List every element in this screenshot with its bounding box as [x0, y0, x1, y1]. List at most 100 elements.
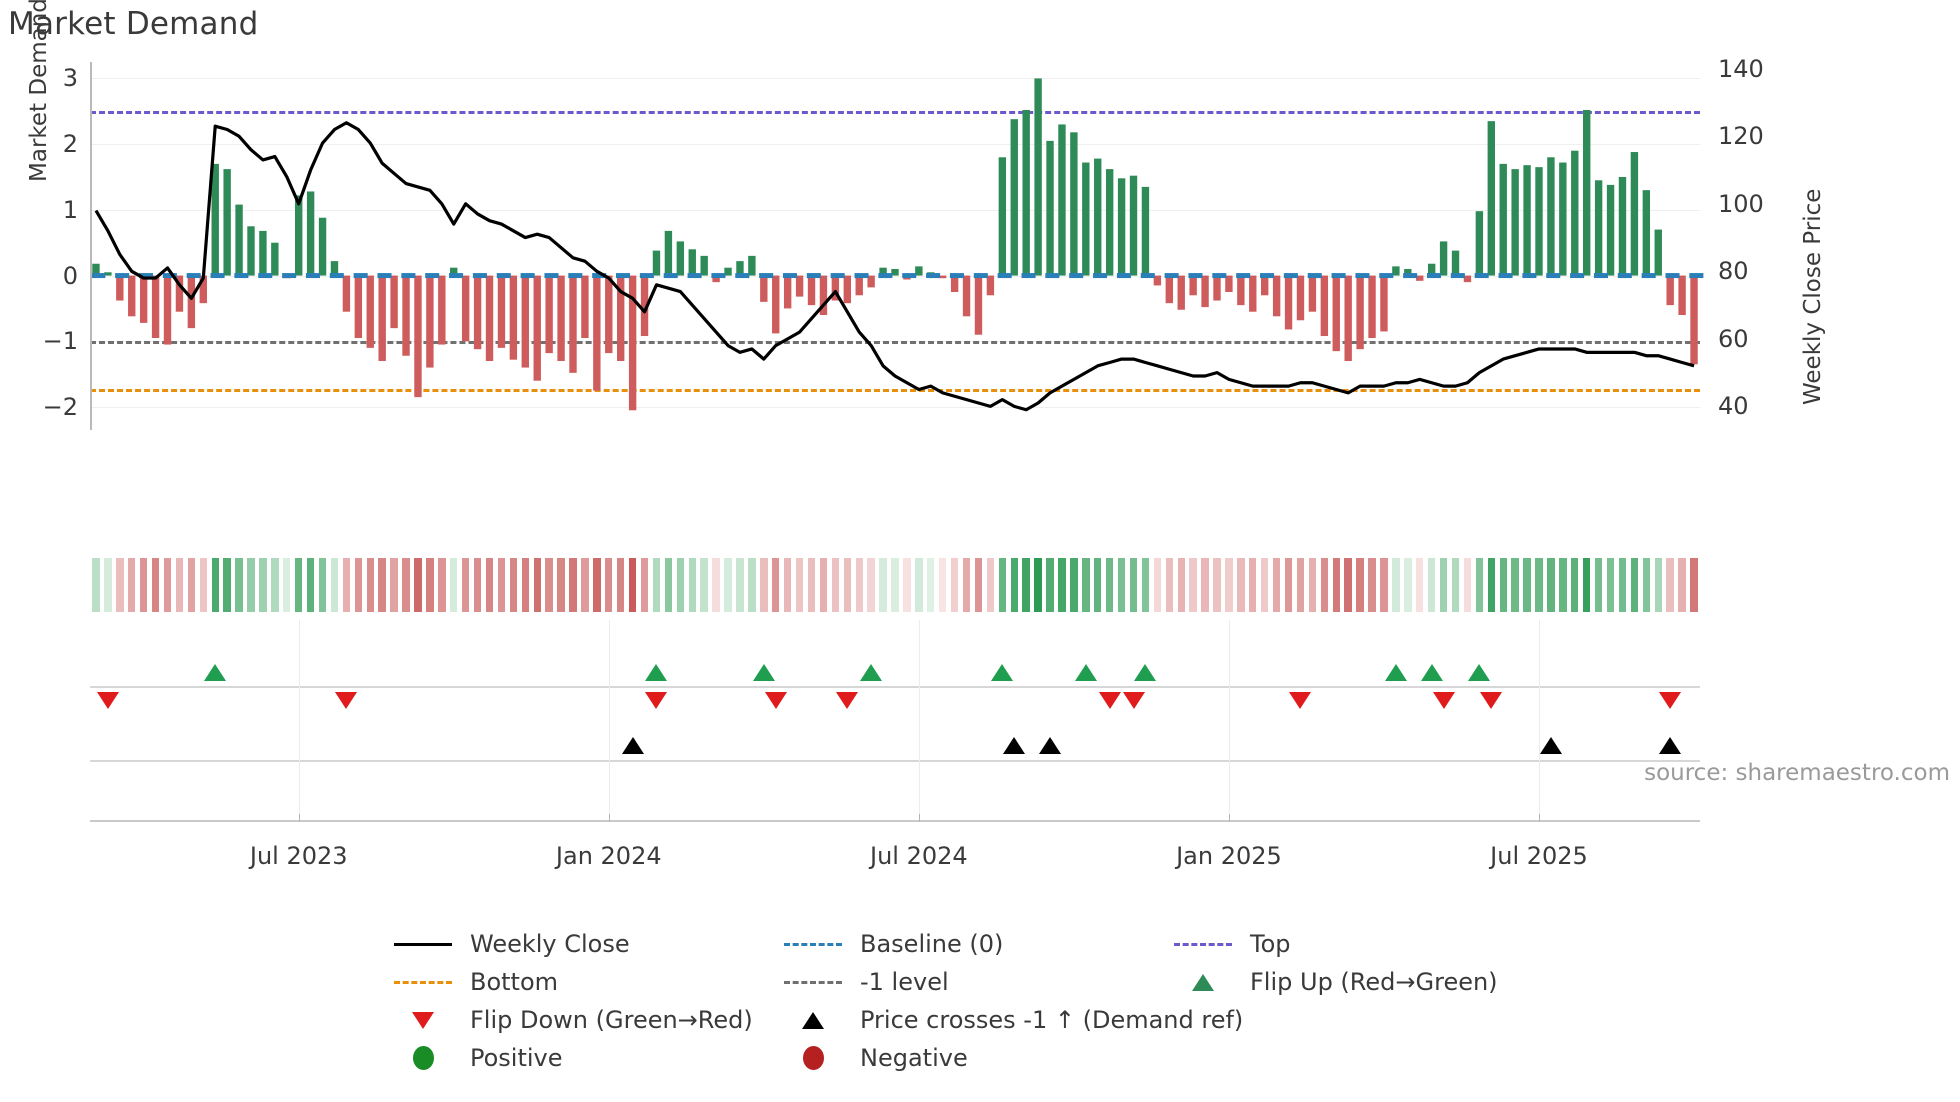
flip-down-marker[interactable]: [836, 692, 859, 709]
flip-up-marker[interactable]: [1074, 664, 1097, 681]
demand-bar: [1070, 132, 1078, 276]
demand-bar: [92, 263, 100, 276]
heatstrip-cell: [1499, 558, 1507, 612]
flip-up-marker[interactable]: [752, 664, 775, 681]
legend-item[interactable]: Flip Up (Red→Green): [1170, 963, 1600, 1001]
legend-label: Weekly Close: [470, 930, 630, 958]
price-cross-marker[interactable]: [621, 737, 644, 754]
heatstrip-cell: [139, 558, 148, 612]
x-axis-tick-label: Jul 2023: [249, 842, 348, 870]
price-cross-marker[interactable]: [1039, 737, 1062, 754]
baseline-zero-segment: [1069, 273, 1084, 279]
demand-bar: [461, 275, 470, 342]
baseline-zero-segment: [1164, 273, 1179, 279]
heatstrip-cell: [283, 558, 291, 612]
legend-item[interactable]: Bottom: [390, 963, 780, 1001]
heatstrip-cell: [1392, 558, 1400, 612]
price-cross-marker[interactable]: [1539, 737, 1562, 754]
flip-down-marker[interactable]: [1432, 692, 1455, 709]
x-axis-tick-label: Jan 2024: [555, 842, 662, 870]
flip-down-marker[interactable]: [1098, 692, 1121, 709]
flip-down-marker[interactable]: [1289, 692, 1312, 709]
heatstrip-cell: [1225, 558, 1233, 612]
demand-bar: [569, 275, 577, 373]
flip-down-marker[interactable]: [1480, 692, 1503, 709]
heatstrip-cell: [1427, 558, 1436, 612]
heatstrip-cell: [199, 558, 207, 612]
source-note: source: sharemaestro.com: [1644, 760, 1950, 786]
heatstrip-cell: [187, 558, 196, 612]
heatstrip-cell: [736, 558, 744, 612]
y-axis-right-tick: 80: [1718, 257, 1749, 286]
baseline-zero-segment: [234, 273, 249, 279]
demand-bar: [1046, 140, 1054, 276]
flip-down-marker[interactable]: [1122, 692, 1145, 709]
price-cross-marker[interactable]: [1659, 737, 1682, 754]
heatstrip-cell: [533, 558, 541, 612]
legend-item[interactable]: Price crosses -1 ↑ (Demand ref): [780, 1001, 1243, 1039]
baseline-zero-segment: [210, 273, 225, 279]
heatstrip-cell: [1105, 558, 1114, 612]
chart-legend: Weekly Close Baseline (0) Top Bottom -1 leve…: [390, 925, 1690, 1077]
legend-item[interactable]: Positive: [390, 1039, 780, 1077]
flip-up-marker[interactable]: [645, 664, 668, 681]
heatstrip-cell: [1583, 558, 1591, 612]
flip-up-marker[interactable]: [1384, 664, 1407, 681]
legend-item[interactable]: Baseline (0): [780, 925, 1170, 963]
demand-bars: [91, 78, 1704, 411]
dashed-line-icon: [780, 942, 846, 946]
heatstrip-cell: [962, 558, 971, 612]
demand-bar: [772, 275, 780, 334]
demand-bar: [295, 195, 303, 276]
demand-bar: [855, 275, 863, 296]
y-axis-left-tick: 0: [62, 261, 78, 290]
gridline: [90, 144, 1700, 146]
demand-bar: [1344, 275, 1352, 361]
baseline-zero-segment: [806, 273, 821, 279]
legend-item[interactable]: Weekly Close: [390, 925, 780, 963]
heatstrip-cell: [1189, 558, 1197, 612]
demand-bar: [1189, 275, 1197, 296]
heatstrip-cell: [927, 558, 935, 612]
heatstrip-cell: [843, 558, 851, 612]
flip-up-marker[interactable]: [1420, 664, 1443, 681]
legend-item[interactable]: Flip Down (Green→Red): [390, 1001, 780, 1039]
legend-row: Flip Down (Green→Red) Price crosses -1 ↑ …: [390, 1001, 1690, 1039]
baseline-zero-segment: [1641, 273, 1656, 279]
y-axis-left-tick: −1: [42, 327, 78, 356]
flip-up-marker[interactable]: [991, 664, 1014, 681]
legend-item[interactable]: Negative: [780, 1039, 1170, 1077]
flip-down-marker[interactable]: [96, 692, 119, 709]
heatstrip-cell: [128, 558, 136, 612]
legend-item[interactable]: Top: [1170, 925, 1600, 963]
heatstrip-cell: [998, 558, 1007, 612]
flip-up-marker[interactable]: [204, 664, 227, 681]
flip-up-marker[interactable]: [860, 664, 883, 681]
price-cross-marker[interactable]: [1003, 737, 1026, 754]
weekly-close-polyline: [94, 121, 1695, 412]
legend-label: Top: [1250, 930, 1291, 958]
demand-bar: [473, 275, 482, 350]
flip-down-marker[interactable]: [764, 692, 787, 709]
x-axis-tick-label: Jul 2025: [1490, 842, 1588, 870]
legend-label: -1 level: [860, 968, 949, 996]
reference-line-bottom: [90, 388, 1700, 392]
heatstrip-cell: [1058, 558, 1066, 612]
flip-down-marker[interactable]: [335, 692, 358, 709]
heatstrip-cell: [664, 558, 673, 612]
demand-bar: [1177, 275, 1185, 310]
demand-bar: [783, 275, 792, 309]
flip-down-marker[interactable]: [645, 692, 668, 709]
heatstrip-cell: [915, 558, 923, 612]
flip-down-marker[interactable]: [1659, 692, 1682, 709]
heatstrip-cell: [1666, 558, 1674, 612]
demand-bar: [1451, 250, 1460, 276]
heatstrip-cell: [1141, 558, 1150, 612]
heatstrip-cell: [879, 558, 887, 612]
legend-item[interactable]: -1 level: [780, 963, 1170, 1001]
flip-up-marker[interactable]: [1468, 664, 1491, 681]
flip-up-marker[interactable]: [1134, 664, 1157, 681]
demand-bar: [116, 275, 124, 301]
x-axis-tick: [1228, 814, 1230, 822]
vertical-gridline: [1228, 620, 1230, 820]
